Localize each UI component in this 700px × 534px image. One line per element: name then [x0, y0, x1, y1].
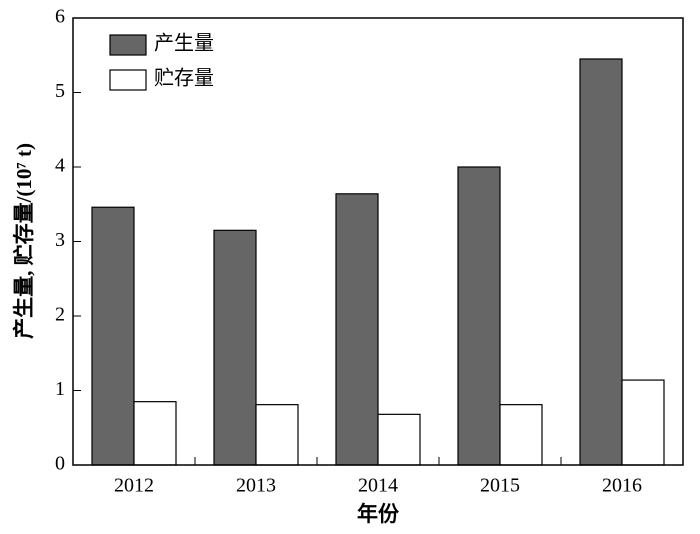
- bar: [499, 404, 543, 466]
- plot-frame: [72, 17, 684, 466]
- x-tick-label: 2013: [236, 475, 276, 497]
- y-tick-label: 2: [55, 304, 65, 326]
- bar: [213, 229, 257, 466]
- x-tick-label: 2016: [602, 475, 642, 497]
- y-axis-label: 产生量, 贮存量/(10⁷ t): [12, 143, 36, 339]
- x-tick-label: 2012: [114, 475, 154, 497]
- y-tick-label: 5: [55, 80, 65, 102]
- bar: [255, 404, 299, 466]
- bar: [377, 413, 421, 466]
- bar: [91, 206, 135, 466]
- legend-label: 贮存量: [154, 67, 214, 90]
- y-tick-label: 6: [55, 6, 65, 28]
- legend-swatch: [109, 34, 147, 56]
- legend-swatch: [109, 69, 147, 91]
- bar: [579, 58, 623, 466]
- legend-label: 产生量: [154, 32, 214, 55]
- bar: [457, 166, 501, 466]
- y-tick-label: 1: [55, 378, 65, 400]
- bar: [335, 193, 379, 466]
- x-tick-label: 2015: [480, 475, 520, 497]
- x-tick-label: 2014: [358, 475, 398, 497]
- x-axis-label: 年份: [357, 502, 400, 526]
- y-tick-label: 4: [55, 155, 65, 177]
- bar: [621, 379, 665, 466]
- bar: [133, 401, 177, 466]
- y-tick-label: 3: [55, 229, 65, 251]
- y-tick-label: 0: [55, 453, 65, 475]
